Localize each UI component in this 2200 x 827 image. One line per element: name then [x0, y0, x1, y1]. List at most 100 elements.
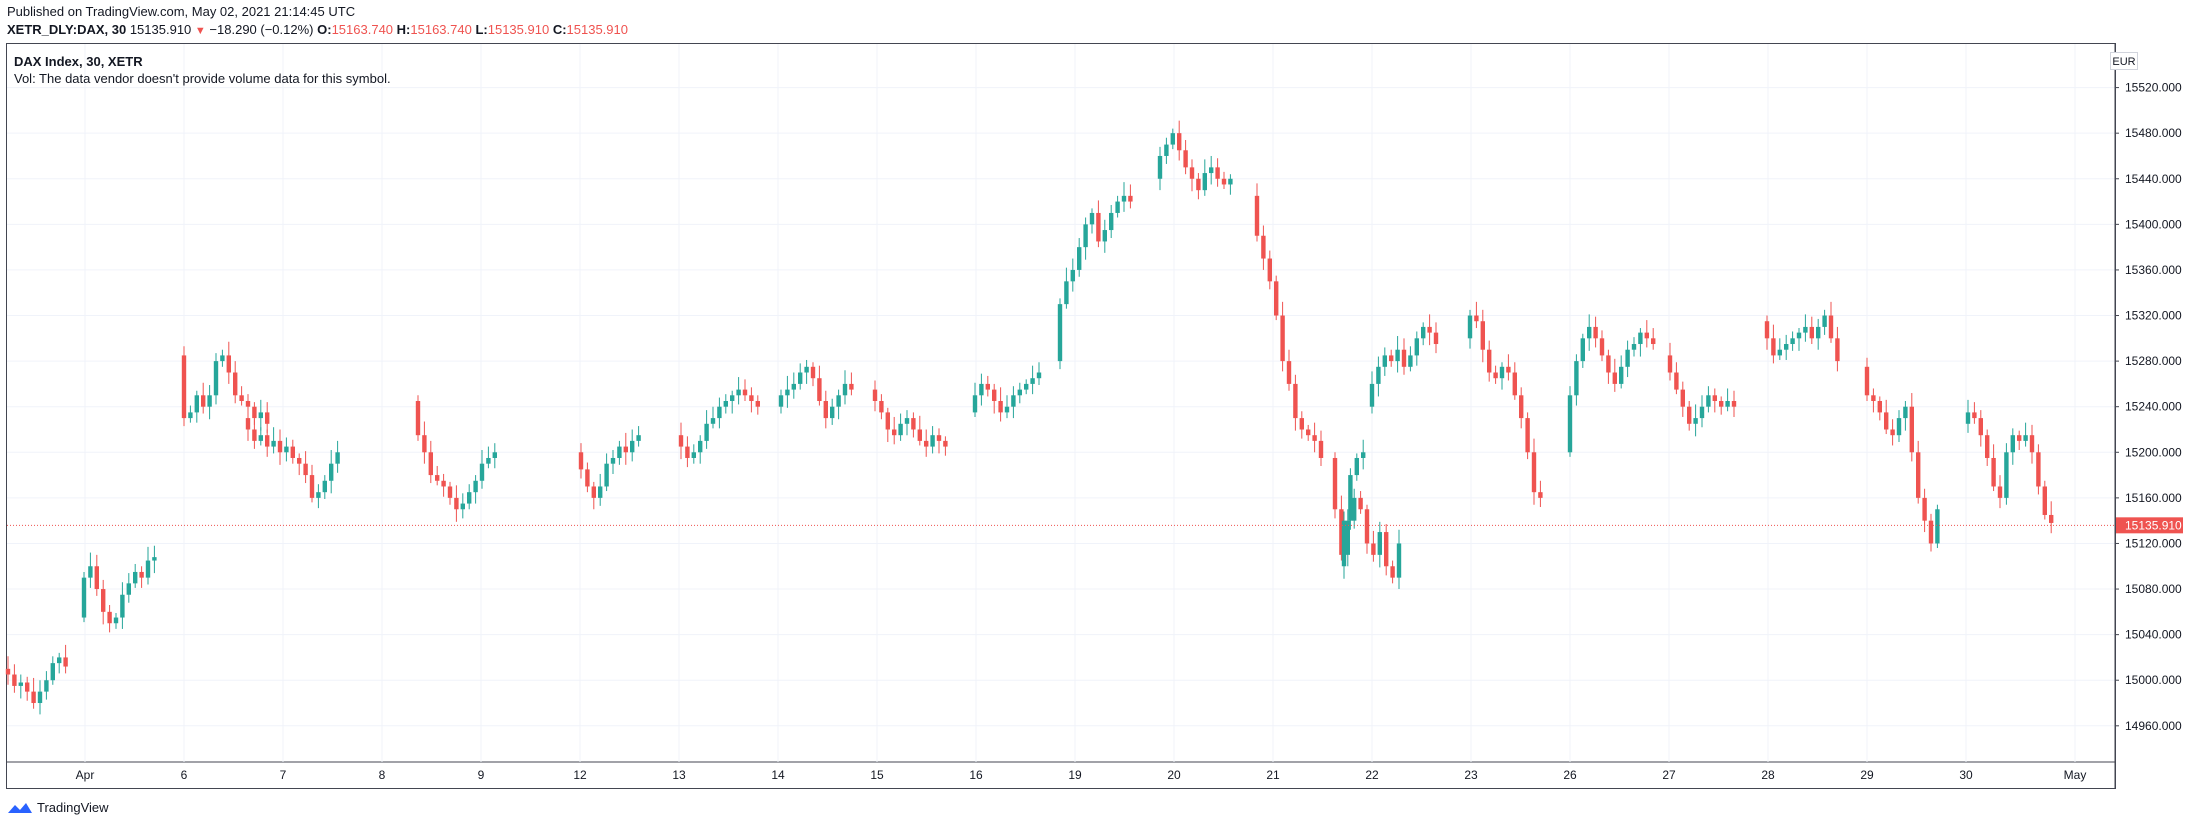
candle-body: [2036, 452, 2041, 487]
close-label: C:: [552, 22, 567, 37]
candle-body: [2029, 435, 2035, 453]
candle-body: [1427, 326, 1432, 333]
footer-brand-label: TradingView: [37, 800, 109, 815]
candle-body: [785, 389, 790, 396]
candle-body: [428, 452, 433, 476]
candle-body: [1525, 418, 1530, 453]
candle-body: [1377, 532, 1382, 555]
candle-body: [1835, 338, 1840, 362]
candle-body: [145, 560, 151, 578]
candle-body: [245, 418, 251, 430]
candle-body: [1102, 230, 1107, 242]
candle-body: [1667, 355, 1673, 373]
x-tick-label: 22: [1365, 768, 1379, 782]
candle-body: [492, 452, 497, 458]
candle-body: [88, 566, 93, 578]
candle-body: [1228, 178, 1233, 185]
candle-body: [1771, 338, 1776, 356]
candle-body: [1004, 406, 1010, 413]
candle-body: [1332, 457, 1338, 510]
candle-body: [585, 469, 590, 487]
candle-body: [1401, 349, 1407, 367]
low-value: 15135.910: [487, 22, 550, 37]
candle-body: [44, 680, 49, 692]
candle-body: [239, 395, 244, 401]
candle-body: [1395, 349, 1400, 362]
x-tick-label: 13: [672, 768, 686, 782]
candle-body: [415, 401, 421, 436]
close-value: 15135.910: [566, 22, 628, 37]
candle-body: [1972, 412, 1977, 419]
candle-body: [710, 418, 716, 424]
candle-body: [1280, 315, 1285, 362]
footer-brand[interactable]: TradingView: [7, 800, 109, 815]
y-tick-label: 14960.000: [2125, 719, 2182, 733]
candle-body: [1293, 383, 1298, 419]
candle-body: [316, 492, 321, 498]
candle-body: [1506, 366, 1511, 373]
candle-body: [972, 395, 978, 413]
candle-body: [1348, 475, 1353, 521]
candle-body: [749, 395, 754, 401]
candle-body: [63, 657, 68, 667]
candle-body: [37, 691, 43, 704]
high-value: 15163.740: [410, 22, 472, 37]
y-tick-label: 15120.000: [2125, 536, 2182, 550]
candle-body: [1828, 315, 1834, 339]
candle-body: [1267, 258, 1272, 282]
candle-body: [1390, 566, 1395, 578]
candle-body: [698, 440, 703, 453]
candle-body: [220, 355, 225, 362]
currency-badge[interactable]: EUR: [2110, 52, 2138, 70]
candle-body: [1790, 338, 1795, 345]
candle-body: [810, 366, 816, 379]
candle-body: [1978, 418, 1983, 436]
candle-body: [1011, 395, 1016, 407]
candle-body: [1202, 173, 1207, 191]
candle-body: [1376, 366, 1381, 384]
candle-body: [252, 406, 257, 419]
candle-body: [201, 395, 206, 407]
x-tick-label: 7: [280, 768, 287, 782]
candle-body: [1922, 497, 1927, 521]
candle-body: [1070, 269, 1075, 282]
candle-body: [265, 435, 270, 447]
candle-body: [1254, 195, 1260, 236]
candle-body: [473, 480, 478, 493]
candle-body: [435, 475, 440, 481]
candle-body: [778, 395, 784, 407]
x-tick-label: 16: [969, 768, 983, 782]
candle-body: [904, 418, 910, 424]
candle-body: [57, 657, 62, 664]
x-tick-label: 21: [1266, 768, 1280, 782]
candle-body: [623, 446, 628, 453]
candle-body: [1803, 326, 1808, 333]
candle-body: [1871, 395, 1876, 401]
candle-body: [1467, 315, 1473, 339]
candle-body: [454, 497, 459, 510]
y-tick-label: 15280.000: [2125, 354, 2182, 368]
down-triangle-icon: ▼: [194, 25, 206, 37]
candle-body: [730, 395, 735, 401]
y-tick-label: 15040.000: [2125, 628, 2182, 642]
candle-body: [152, 557, 157, 561]
candle-body: [1687, 406, 1692, 424]
candle-body: [18, 682, 23, 686]
y-tick-label: 15000.000: [2125, 673, 2182, 687]
candle-body: [258, 412, 263, 419]
candle-body: [1651, 338, 1656, 345]
candle-body: [284, 446, 289, 453]
candle-body: [139, 571, 144, 578]
candle-body: [441, 480, 446, 487]
candle-body: [1574, 361, 1579, 396]
y-tick-label: 15200.000: [2125, 445, 2182, 459]
x-tick-label: 12: [573, 768, 587, 782]
candle-body: [1822, 315, 1827, 327]
candle-body: [717, 406, 722, 419]
low-label: L:: [475, 22, 488, 37]
candle-body: [2042, 486, 2047, 515]
candle-body: [1997, 486, 2003, 498]
candle-body: [598, 486, 603, 498]
candle-body: [823, 401, 828, 419]
